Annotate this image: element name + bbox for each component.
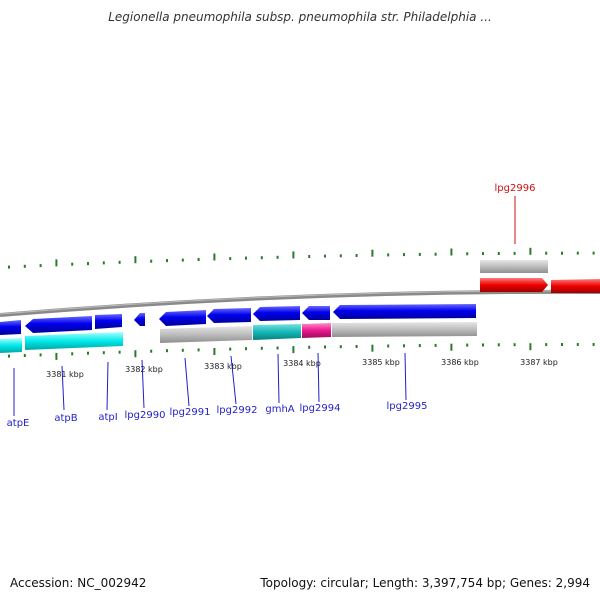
topology-info: Topology: circular; Length: 3,397,754 bp… bbox=[260, 576, 590, 590]
gene-arrow-lpg2991[interactable] bbox=[207, 308, 251, 323]
cds-block-grey-1[interactable] bbox=[160, 326, 252, 343]
accession-info: Accession: NC_002942 bbox=[10, 576, 147, 590]
position-label: 3383 kbp bbox=[204, 362, 242, 371]
gene-callout-lines bbox=[13, 352, 407, 416]
gene-arrow-atpI[interactable] bbox=[134, 313, 145, 326]
callout-line-atpI bbox=[106, 361, 109, 411]
cds-block-magenta[interactable] bbox=[302, 323, 331, 338]
callout-line-gmhA bbox=[277, 353, 280, 404]
gene-label-lpg2996[interactable]: lpg2996 bbox=[495, 183, 536, 194]
gene-label-atpE[interactable]: atpE bbox=[7, 418, 30, 429]
gene-label-lpg2992[interactable]: lpg2992 bbox=[217, 405, 258, 416]
gene-arrow-atpE[interactable] bbox=[0, 320, 21, 335]
red-gene-arrow-lpg2996[interactable] bbox=[480, 278, 548, 292]
cds-block-grey-2[interactable] bbox=[332, 322, 477, 337]
gene-labels: atpE atpB atpI lpg2990 lpg2991 lpg2992 g… bbox=[7, 183, 536, 429]
outer-track-grey-feature[interactable] bbox=[480, 260, 548, 273]
gene-arrows bbox=[0, 304, 476, 335]
gene-arrow-atpF[interactable] bbox=[95, 314, 122, 329]
scale-ticks-top bbox=[8, 247, 595, 269]
gene-label-gmhA[interactable]: gmhA bbox=[265, 404, 294, 415]
gene-label-atpI[interactable]: atpI bbox=[98, 412, 117, 423]
callout-line-lpg2991 bbox=[184, 357, 190, 407]
position-label: 3386 kbp bbox=[441, 358, 479, 367]
gene-arrow-lpg2994[interactable] bbox=[333, 304, 476, 319]
gene-label-lpg2995[interactable]: lpg2995 bbox=[387, 401, 428, 412]
gene-arrow-atpB[interactable] bbox=[25, 316, 92, 333]
gene-arrow-lpg2990[interactable] bbox=[159, 310, 206, 326]
genome-title: Legionella pneumophila subsp. pneumophil… bbox=[108, 10, 492, 24]
gene-label-lpg2991[interactable]: lpg2991 bbox=[170, 407, 211, 418]
callout-line-lpg2992 bbox=[230, 355, 237, 405]
scale-ticks-bottom bbox=[8, 343, 595, 360]
position-label: 3382 kbp bbox=[125, 365, 163, 374]
cds-block-cyan-2[interactable] bbox=[25, 332, 123, 350]
cds-block-teal[interactable] bbox=[253, 324, 301, 340]
callout-line-lpg2994 bbox=[317, 352, 320, 403]
gene-arrow-gmhA[interactable] bbox=[302, 306, 330, 320]
position-label: 3384 kbp bbox=[283, 359, 321, 368]
gene-label-lpg2994[interactable]: lpg2994 bbox=[300, 403, 341, 414]
callout-line-atpB bbox=[61, 365, 65, 411]
gene-arrow-lpg2992[interactable] bbox=[253, 306, 300, 321]
highlighted-genes bbox=[480, 278, 600, 293]
red-gene-block[interactable] bbox=[551, 279, 600, 293]
position-labels: 3381 kbp 3382 kbp 3383 kbp 3384 kbp 3385… bbox=[46, 358, 558, 379]
position-label: 3385 kbp bbox=[362, 358, 400, 367]
callout-line-lpg2995 bbox=[404, 352, 407, 401]
cds-block-cyan-1[interactable] bbox=[0, 338, 22, 353]
gene-label-atpB[interactable]: atpB bbox=[54, 413, 77, 424]
position-label: 3381 kbp bbox=[46, 370, 84, 379]
callout-line-lpg2990 bbox=[141, 359, 145, 409]
position-label: 3387 kbp bbox=[520, 358, 558, 367]
gene-label-lpg2990[interactable]: lpg2990 bbox=[125, 410, 166, 421]
cds-category-track bbox=[0, 322, 477, 353]
